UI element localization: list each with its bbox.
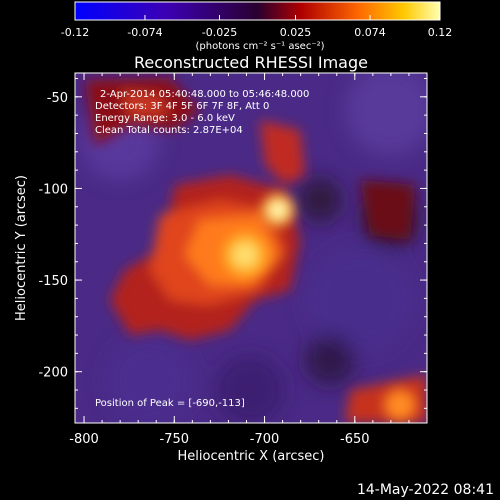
y-axis-ticks bbox=[75, 77, 427, 409]
colorbar-gradient bbox=[74, 1, 441, 21]
annotation-detectors: Detectors: 3F 4F 5F 6F 7F 8F, Att 0 bbox=[95, 101, 269, 112]
x-axis-ticks bbox=[83, 73, 428, 423]
x-axis-tick-labels: -800 -750 -700 -650 bbox=[69, 432, 369, 447]
colorbar-tick-label: -0.025 bbox=[202, 26, 237, 39]
y-axis-tick-labels: -50 -100 -150 -200 bbox=[38, 91, 68, 381]
colorbar-tick-label: 0.074 bbox=[354, 26, 386, 39]
y-tick-label: -100 bbox=[38, 182, 68, 197]
x-tick-label: -750 bbox=[160, 432, 190, 447]
colorbar: -0.12 -0.074 -0.025 0.025 0.074 0.12 (photons… bbox=[61, 1, 452, 52]
y-tick-label: -50 bbox=[47, 91, 68, 106]
emission-regions bbox=[85, 78, 427, 423]
colorbar-ticks bbox=[74, 15, 441, 20]
rhessi-image bbox=[75, 73, 427, 423]
colorbar-tick-label: -0.074 bbox=[127, 26, 162, 39]
y-axis-label: Heliocentric Y (arcsec) bbox=[14, 175, 29, 321]
colorbar-tick-label: 0.12 bbox=[428, 26, 453, 39]
observation-annotations: 2-Apr-2014 05:40:48.000 to 05:46:48.000 … bbox=[95, 89, 309, 136]
x-tick-label: -700 bbox=[250, 432, 280, 447]
colorbar-tick-labels: -0.12 -0.074 -0.025 0.025 0.074 0.12 bbox=[61, 26, 452, 39]
colorbar-units: (photons cm⁻² s⁻¹ asec⁻²) bbox=[195, 41, 324, 52]
y-tick-label: -150 bbox=[38, 274, 68, 289]
plot-title: Reconstructed RHESSI Image bbox=[134, 53, 368, 72]
x-tick-label: -650 bbox=[340, 432, 370, 447]
annotation-clean-counts: Clean Total counts: 2.87E+04 bbox=[95, 125, 243, 136]
x-tick-label: -800 bbox=[69, 432, 99, 447]
colorbar-tick-label: 0.025 bbox=[280, 26, 312, 39]
peak-position-label: Position of Peak = [-690,-113] bbox=[95, 398, 245, 409]
x-axis-label: Heliocentric X (arcsec) bbox=[178, 449, 325, 464]
colorbar-tick-label: -0.12 bbox=[61, 26, 89, 39]
y-tick-label: -200 bbox=[38, 366, 68, 381]
annotation-energy-range: Energy Range: 3.0 - 6.0 keV bbox=[95, 113, 235, 124]
annotation-time-range: 2-Apr-2014 05:40:48.000 to 05:46:48.000 bbox=[100, 89, 309, 100]
footer-date: 14-May-2022 08:41 bbox=[356, 482, 494, 498]
plot-frame bbox=[74, 72, 428, 424]
